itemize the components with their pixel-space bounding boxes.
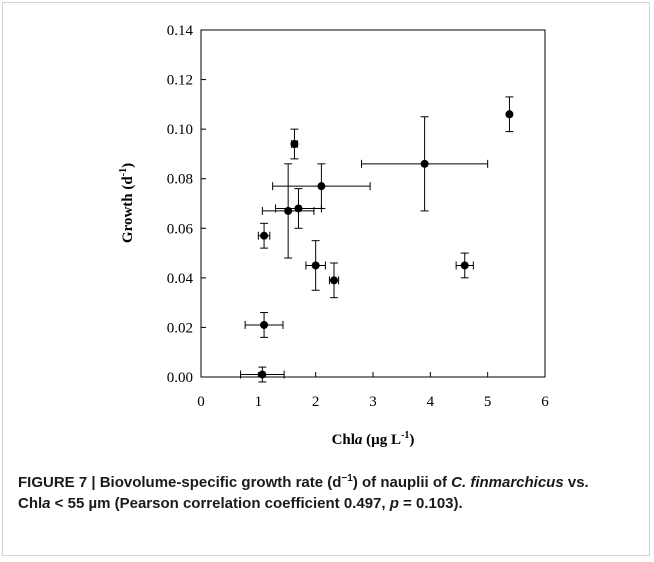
y-tick-label: 0.02 [167,320,193,336]
y-tick-label: 0.04 [167,271,194,287]
scatter-plot: 0.00 0.02 0.04 0.06 0.08 0.10 0.12 0.14 0 1 2 3 4 5 6… [118,23,549,448]
data-point [361,116,489,212]
data-marker [260,320,269,329]
data-point [305,240,326,291]
y-tick-label: 0.08 [167,172,193,188]
data-marker [420,159,429,168]
x-tick-label: 3 [369,394,377,410]
x-tick-label: 4 [427,394,435,410]
data-marker [330,276,339,285]
caption-text: = 0.103). [398,495,463,512]
x-tick-label: 5 [484,394,492,410]
data-point [455,252,474,279]
figure-caption: FIGURE 7 | Biovolume-specific growth rat… [18,472,618,514]
caption-sup: −1 [341,473,353,484]
y-tick-label: 0.06 [167,221,194,237]
data-marker [460,261,469,270]
x-tick-label: 6 [541,394,549,410]
x-tick-label: 2 [312,394,320,410]
caption-italic: p [389,495,399,512]
x-tick-label: 0 [197,394,205,410]
data-marker [290,140,299,149]
x-axis: 0 1 2 3 4 5 6 [197,372,549,410]
caption-text: < 55 µm (Pearson correlation coefficient… [50,495,390,512]
y-tick-label: 0.12 [167,73,193,89]
data-point [328,262,340,299]
data-point [240,366,285,383]
data-marker [260,231,269,240]
data-marker [258,370,267,379]
y-tick-label: 0.00 [167,370,193,386]
data-point [290,128,299,160]
y-axis-label: Growth (d-1) [118,163,136,243]
data-marker [505,110,514,119]
x-tick-label: 1 [255,394,263,410]
y-axis: 0.00 0.02 0.04 0.06 0.08 0.10 0.12 0.14 [167,23,206,386]
data-marker [311,261,320,270]
y-tick-label: 0.14 [167,23,194,39]
data-point [244,312,284,338]
plot-area [200,29,546,378]
data-marker [294,204,303,213]
caption-text: Biovolume-specific growth rate (d [99,474,342,491]
caption-italic: a [42,495,51,512]
figure-label: FIGURE 7 | [18,474,100,491]
caption-text: ) of nauplii of [352,474,452,491]
data-point [257,222,271,249]
y-tick-label: 0.10 [167,122,193,138]
data-point [505,96,514,133]
data-point [272,163,371,209]
data-series [240,96,514,383]
species-name: C. finmarchicus [451,474,564,491]
x-axis-label: Chla (µg L-1) [332,430,415,448]
caption-text: vs. Chl [18,474,589,512]
data-marker [317,182,326,191]
